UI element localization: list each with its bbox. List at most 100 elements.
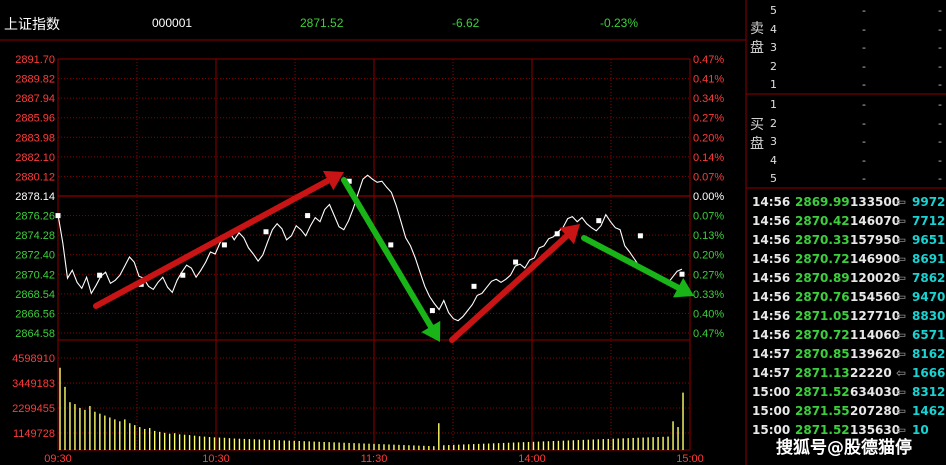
price-marker [263,229,269,235]
orderbook-level: 3 [770,41,777,54]
price-axis-label: 2887.94 [15,93,55,105]
pct-axis-label: 0.14% [693,152,724,164]
price-axis-label: 2889.82 [15,74,55,86]
orderbook-volume: - [938,59,942,73]
tick-time: 14:56 [752,309,791,323]
tick-price: 2870.72 [795,328,850,342]
price-marker [388,242,394,248]
volume-axis-label: 1149728 [13,428,55,440]
orderbook-price: - [862,41,866,54]
time-axis-label: 14:00 [518,453,546,465]
tick-count: 6571 [912,328,946,342]
orderbook-volume: - [938,4,942,17]
tick-count: 1666 [912,366,946,380]
tick-time: 15:00 [752,385,791,399]
tick-price: 2870.42 [795,214,850,228]
direction-arrow-icon: ⇦ [896,404,907,418]
tick-row: 14:56 2869.99 133500 ⇦ 9972 [749,192,946,211]
trend-arrow-up-head [322,170,344,191]
tick-price: 2870.89 [795,271,850,285]
price-axis-label: 2880.12 [15,171,55,183]
sell-level-row: 1 - - [768,76,946,94]
orderbook-volume: - [938,116,942,130]
tick-price: 2870.76 [795,290,850,304]
tick-price: 2871.55 [795,404,850,418]
pct-axis-label: 0.07% [693,171,724,183]
orderbook-price: - [862,59,866,73]
pct-axis-label: 0.47% [693,328,724,340]
trend-arrow-down [581,235,682,291]
price-line [57,174,683,322]
trend-arrow-up-head [559,224,580,245]
price-axis-label: 2876.26 [15,211,55,223]
direction-arrow-icon: ⇦ [896,309,907,323]
volume-axis-label: 3449183 [12,378,55,390]
orderbook-price: - [862,172,866,185]
tick-count: 8691 [912,252,946,266]
tick-price: 2869.99 [795,195,850,209]
price-axis-label: 2870.42 [15,269,55,281]
tick-price: 2871.52 [795,385,850,399]
orderbook-level: 2 [770,116,777,130]
volume-axis-label: 4598910 [12,353,55,365]
price-marker [554,231,560,237]
last-price: 2871.52 [300,16,344,30]
watermark: 搜狐号@股德猫停 [776,438,912,458]
tick-price: 2871.13 [795,366,850,380]
orderbook-volume: - [938,172,942,185]
tick-row: 14:57 2870.85 139620 ⇦ 8162 [749,344,946,363]
trend-arrow-down-head [672,277,694,298]
orderbook-level: 5 [770,4,777,17]
trend-arrow-up [449,233,570,343]
sell-level-row: 5 - - [768,2,946,20]
pct-axis-label: 0.33% [693,289,724,301]
price-axis-label: 2872.40 [15,250,55,262]
time-axis-label: 11:30 [361,453,388,465]
tick-row: 14:56 2871.05 127710 ⇦ 8830 [749,306,946,325]
pct-axis-label: 0.07% [693,211,724,223]
price-axis-label: 2885.96 [15,113,55,125]
orderbook-level: 1 [770,78,777,91]
tick-time: 14:56 [752,252,791,266]
direction-arrow-icon: ⇦ [896,347,907,361]
pct-axis-label: 0.13% [693,230,724,242]
sell-level-row: 3 - - [768,39,946,57]
pct-axis-label: 0.27% [693,113,724,125]
tick-row: 14:56 2870.76 154560 ⇦ 9470 [749,287,946,306]
sell-level-row: 4 - - [768,21,946,39]
pct-axis-label: 0.40% [693,308,724,320]
direction-arrow-icon: ⇦ [896,423,907,437]
direction-arrow-icon: ⇦ [896,385,907,399]
price-axis-label: 2891.70 [15,54,55,66]
tick-volume: 127710 [850,309,901,323]
direction-arrow-icon: ⇦ [896,271,907,285]
time-axis-label: 15:00 [676,453,704,465]
buy-level-row: 2 - - [768,115,946,133]
sell-panel-label: 卖盘 [750,21,764,56]
tick-price: 2871.05 [795,309,850,323]
price-marker [471,283,477,289]
price-marker [596,218,602,224]
orderbook-price: - [862,4,866,17]
tick-time: 14:56 [752,290,791,304]
orderbook-volume: - [938,98,942,111]
sell-level-row: 2 - - [768,58,946,76]
price-marker [180,272,186,278]
tick-row: 14:57 2871.13 22220 ⇦ 1666 [749,363,946,382]
orderbook-level: 2 [770,59,777,73]
pct-axis-label: 0.47% [693,54,724,66]
tick-row: 14:56 2870.72 114060 ⇦ 6571 [749,325,946,344]
price-marker [637,233,643,239]
index-code: 000001 [152,16,193,30]
tick-price: 2870.72 [795,252,850,266]
price-marker [513,259,519,265]
buy-level-row: 1 - - [768,96,946,114]
price-axis-label: 2866.56 [15,308,55,320]
pct-axis-label: 0.41% [693,74,724,86]
tick-count: 83126 [912,385,946,399]
tick-volume: 139620 [850,347,901,361]
